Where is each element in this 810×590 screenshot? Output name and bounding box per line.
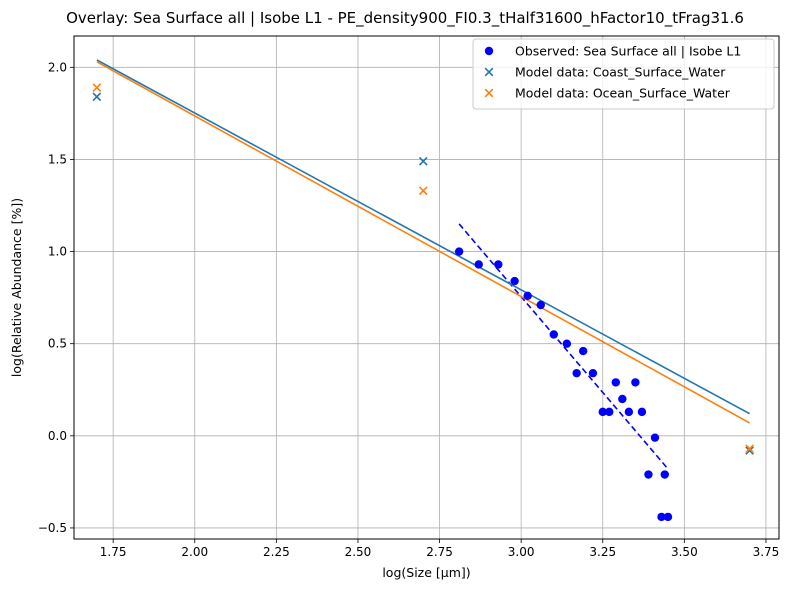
x-tick-label: 2.75 [426,545,453,559]
data-points [93,84,753,521]
y-tick-label: 0.5 [48,337,67,351]
model-point [93,84,101,92]
model-point [419,187,427,195]
chart-title: Overlay: Sea Surface all | Isobe L1 - PE… [66,9,744,28]
observed-point [589,369,597,377]
x-tick-label: 2.50 [345,545,372,559]
observed-point [664,513,672,521]
x-tick-label: 3.75 [753,545,780,559]
grid [74,36,779,539]
observed-point [510,277,518,285]
x-axis-label: log(Size [µm]) [382,565,470,580]
x-tick-label: 3.25 [589,545,616,559]
x-tick-label: 2.25 [263,545,290,559]
legend-entry-label: Observed: Sea Surface all | Isobe L1 [515,44,741,59]
model-point [93,93,101,101]
observed-point [631,378,639,386]
observed-point [644,470,652,478]
legend-marker [485,47,493,55]
observed-point [612,378,620,386]
observed-point [455,247,463,255]
observed-point [572,369,580,377]
observed-fit-line [459,224,668,469]
plot-frame [74,36,779,539]
observed-point [475,260,483,268]
y-tick-label: −0.5 [38,521,67,535]
observed-point [661,470,669,478]
observed-point [494,260,502,268]
x-tick-label: 2.00 [181,545,208,559]
observed-point [579,347,587,355]
observed-point [550,330,558,338]
legend: Observed: Sea Surface all | Isobe L1 Mode… [473,39,774,109]
legend-entry-label: Model data: Coast_Surface_Water [515,65,726,80]
observed-point [638,408,646,416]
model-point [419,157,427,165]
x-tick-label: 3.00 [508,545,535,559]
observed-point [618,395,626,403]
observed-point [651,433,659,441]
observed-point [605,408,613,416]
y-tick-label: 0.0 [48,429,67,443]
observed-point [523,292,531,300]
y-tick-label: 2.0 [48,60,67,74]
y-tick-label: 1.5 [48,152,67,166]
y-axis-label: log(Relative Abundance [%]) [9,198,24,377]
x-tick-label: 1.75 [100,545,127,559]
axis-ticks: 1.75 2.00 2.25 2.50 2.75 3.00 3.25 3.50 3.75 −0.5… [38,60,779,559]
observed-point [537,301,545,309]
y-tick-label: 1.0 [48,245,67,259]
observed-point [563,339,571,347]
observed-point [625,408,633,416]
legend-entry-label: Model data: Ocean_Surface_Water [515,86,731,101]
x-tick-label: 3.50 [671,545,698,559]
